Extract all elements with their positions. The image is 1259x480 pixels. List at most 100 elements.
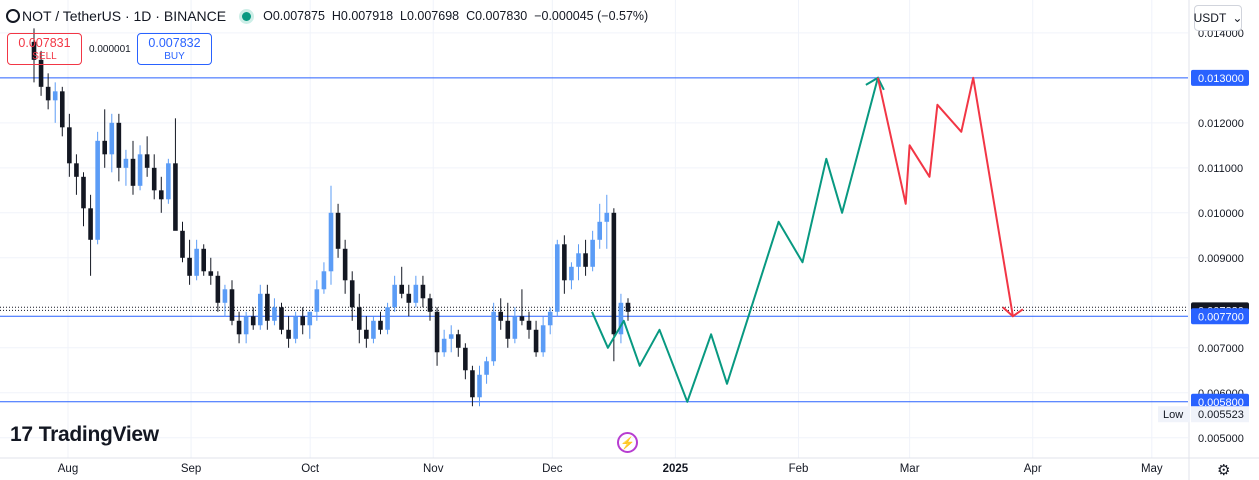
low-label: Low (1163, 409, 1183, 421)
candle-body (173, 163, 178, 231)
candle-body (321, 271, 327, 290)
candle-body (498, 311, 504, 321)
candle-body (314, 289, 320, 312)
candle-body (491, 311, 496, 362)
candle-body (74, 163, 79, 177)
candle-body (109, 122, 115, 155)
candle-body (215, 275, 221, 303)
candle-body (229, 289, 235, 321)
candle-body (116, 122, 122, 168)
x-tick-label: May (1141, 463, 1163, 475)
y-tick-label: 0.007000 (1198, 343, 1244, 355)
candle-body (484, 361, 489, 375)
currency-select[interactable]: USDT ⌄ (1194, 5, 1242, 31)
sell-price: 0.007831 (18, 36, 71, 50)
symbol-title[interactable]: NOT / TetherUS · 1D · BINANCE (22, 8, 227, 24)
x-tick-label: Apr (1024, 463, 1042, 475)
time-axis[interactable]: Aug Sep Oct Nov Dec 2025 Feb Mar Apr May (0, 457, 1259, 475)
x-tick-label: 2025 (663, 463, 689, 475)
candle-body (31, 41, 37, 60)
candle-body (512, 316, 518, 339)
buy-label: BUY (164, 51, 185, 62)
projection-up-line[interactable] (591, 77, 879, 403)
low-value: 0.005523 (1198, 409, 1244, 421)
x-tick-label: Feb (789, 463, 809, 475)
price-level-label: 0.005800 (1198, 397, 1244, 409)
candle-body (335, 212, 341, 249)
candle-body (562, 244, 567, 281)
candle-body (371, 320, 376, 339)
candle-body (392, 284, 397, 308)
sell-label: SELL (32, 51, 57, 62)
candle-body (576, 253, 581, 267)
candles (31, 28, 631, 407)
x-tick-label: Nov (423, 463, 444, 475)
y-tick-label: 0.005000 (1198, 433, 1244, 445)
candle-body (448, 334, 454, 339)
candle-body (144, 154, 150, 168)
candle-body (59, 91, 65, 128)
coin-icon (6, 9, 20, 23)
candle-body (137, 154, 143, 186)
price-axis[interactable]: 0.0140000.0120000.0110000.0100000.009000… (1158, 0, 1249, 480)
x-tick-label: Mar (900, 463, 920, 475)
candle-body (463, 347, 468, 371)
candle-body (434, 311, 440, 353)
candle-body (180, 230, 185, 258)
candle-body (406, 293, 412, 303)
candle-body (378, 320, 383, 330)
gear-icon[interactable]: ⚙ (1217, 462, 1231, 479)
price-level-label: 0.007700 (1198, 311, 1244, 323)
candle-body (166, 163, 171, 200)
candle-body (307, 311, 313, 326)
candle-body (356, 307, 362, 330)
x-tick-label: Aug (58, 463, 78, 475)
candle-body (279, 307, 284, 330)
spread-value: 0.000001 (89, 44, 131, 55)
candle-body (505, 320, 511, 339)
candle-body (519, 316, 525, 321)
candle-body (300, 316, 306, 326)
candle-body (470, 370, 475, 398)
ohlc-change: −0.000045 (−0.57%) (534, 9, 649, 23)
tv-mark-icon: 17 (10, 423, 33, 446)
candle-body (420, 284, 426, 299)
ohlc-values: O0.007875 H0.007918 L0.007698 C0.007830 … (263, 9, 648, 23)
currency-value: USDT (1193, 11, 1227, 25)
chart-grid (0, 0, 1188, 458)
lightning-icon[interactable]: ⚡ (617, 432, 638, 453)
candle-body (250, 316, 256, 326)
candle-body (286, 329, 291, 339)
candle-body (208, 271, 214, 276)
candle-body (583, 253, 588, 267)
x-tick-label: Oct (301, 463, 320, 475)
candle-body (187, 257, 192, 276)
candle-body (194, 248, 199, 276)
candle-body (102, 140, 108, 155)
candle-body (477, 374, 482, 398)
sell-button[interactable]: 0.007831 SELL (7, 33, 82, 65)
candle-body (201, 248, 207, 272)
buy-button[interactable]: 0.007832 BUY (137, 33, 212, 65)
candle-body (526, 320, 532, 330)
candle-body (625, 302, 631, 312)
candle-body (45, 86, 51, 101)
brand-name: TradingView (38, 423, 159, 446)
candle-body (95, 140, 100, 240)
y-tick-label: 0.011000 (1198, 163, 1243, 175)
candle-body (38, 59, 44, 87)
candle-body (123, 158, 129, 168)
candle-body (130, 158, 136, 186)
candle-body (158, 190, 164, 200)
candle-body (349, 280, 355, 308)
candle-body (243, 316, 249, 335)
candle-body (441, 338, 447, 353)
candle-body (328, 212, 334, 272)
low-tag-bg (1158, 406, 1190, 423)
projection-down-line[interactable] (876, 76, 1014, 317)
ohlc-high: H0.007918 (331, 9, 394, 23)
candle-body (67, 127, 72, 164)
candle-body (385, 307, 390, 330)
candle-body (272, 307, 277, 321)
